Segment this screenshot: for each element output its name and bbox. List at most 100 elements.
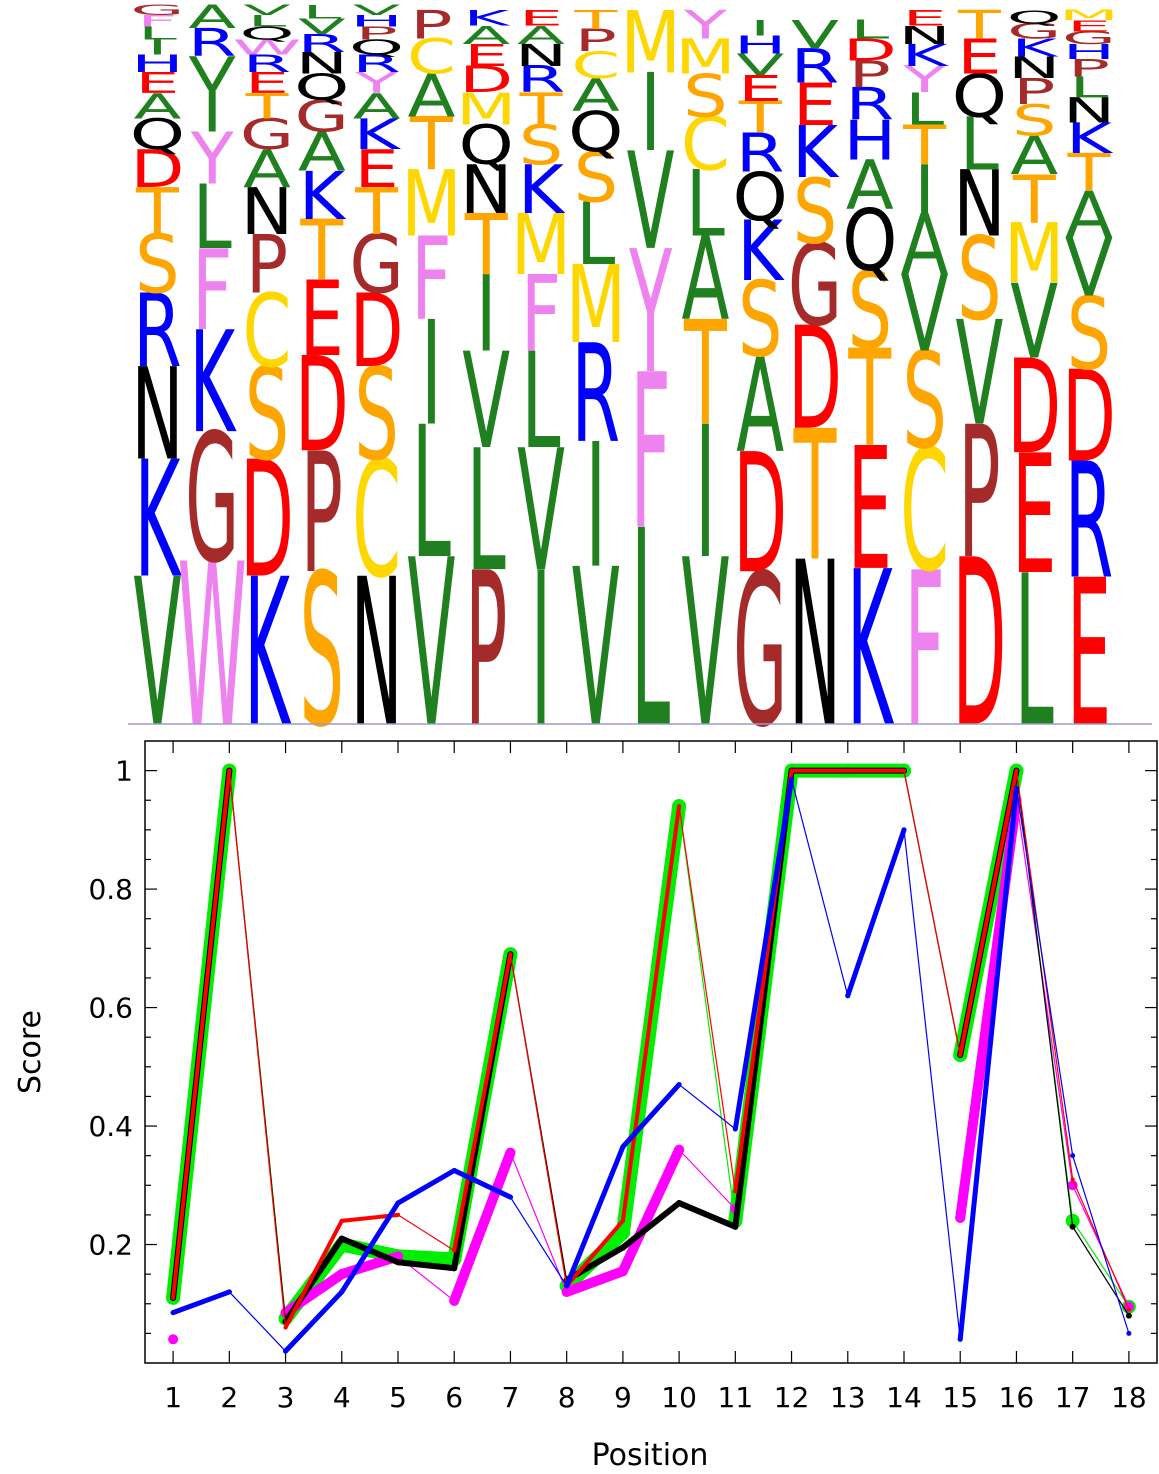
logo-letter: R [845, 79, 894, 130]
logo-letter: W [178, 517, 247, 730]
logo-letter: R [517, 59, 566, 101]
logo-letter: T [464, 197, 508, 295]
series-segment [283, 1218, 344, 1330]
logo-letter: Q [239, 23, 294, 43]
logo-letter: E [1012, 420, 1056, 611]
logo-letter: D [733, 418, 787, 611]
series-point [338, 1235, 345, 1242]
logo-letter: K [792, 110, 839, 194]
logo-letter: I [695, 388, 716, 599]
logo-letter: T [1012, 162, 1056, 239]
series-point [619, 1244, 626, 1251]
series-segment [1015, 787, 1074, 1157]
logo-letter: P [410, 3, 452, 49]
logo-letter: T [409, 102, 453, 187]
logo-letter: N [898, 21, 950, 50]
series-point [508, 952, 513, 957]
series-point [901, 827, 907, 833]
logo-letter: F [411, 214, 451, 347]
series-point [507, 1194, 513, 1200]
x-tick-label: 10 [661, 1381, 697, 1414]
series-point [1125, 1312, 1132, 1319]
logo-letter: T [354, 175, 399, 250]
logo-letter: I [421, 290, 442, 458]
logo-letter: M [456, 84, 516, 135]
logo-letter: K [1011, 34, 1059, 63]
series-point [395, 1259, 401, 1266]
logo-letter: N [241, 175, 293, 250]
series-point [615, 1225, 630, 1240]
logo-letter: D [1062, 344, 1116, 491]
logo-letter: L [686, 153, 725, 258]
series-point [339, 1218, 344, 1223]
y-tick-label: 0.4 [88, 1110, 133, 1143]
x-tick-label: 16 [999, 1381, 1035, 1414]
x-axis-title: Position [592, 1438, 709, 1473]
logo-letter: Q [349, 36, 404, 60]
logo-letter: G [349, 218, 403, 312]
logo-letter: V [1010, 262, 1058, 382]
series-segment [732, 777, 795, 1132]
series-segment [617, 1144, 685, 1277]
logo-letter: S [1012, 95, 1056, 145]
logo-letter: S [245, 342, 289, 489]
series-point [620, 1218, 625, 1223]
logo-letter: L [631, 473, 670, 730]
series-point [339, 1289, 345, 1295]
y-axis-ticks: 0.2 0.4 0.6 0.8 1 [88, 755, 1157, 1334]
logo-letter: R [736, 122, 785, 185]
logo-letter: I [585, 407, 606, 606]
logo-letter: K [299, 158, 347, 235]
series-segment [678, 1149, 736, 1210]
logo-letter: P [465, 528, 507, 730]
series-segment [903, 770, 961, 1056]
logo-letter: N [1063, 91, 1115, 131]
x-tick-label: 13 [830, 1381, 866, 1414]
series-layer [166, 763, 1136, 1354]
series-point [845, 768, 850, 773]
logo-letter: L [850, 15, 890, 44]
logo-letter: N [1008, 51, 1060, 85]
series-segment [339, 1200, 401, 1295]
series-point [336, 1269, 347, 1280]
series-point [226, 1289, 232, 1295]
logo-letter: A [1065, 178, 1113, 252]
logo-letter: I [914, 151, 935, 229]
y-axis-title: Score [13, 1010, 48, 1094]
logo-letter: K [463, 6, 512, 31]
x-tick-label: 1 [164, 1381, 182, 1414]
series-segment [1072, 1220, 1130, 1308]
logo-letter: G [295, 91, 349, 142]
series-point [732, 1223, 739, 1230]
logo-letter: K [354, 110, 402, 160]
logo-letter: S [135, 218, 179, 312]
logo-letter: C [407, 30, 456, 86]
logo-letter: V [1065, 221, 1113, 314]
logo-letter: L [138, 23, 178, 43]
series-point [957, 1336, 963, 1342]
logo-columns: VKNRSTDQAEHILFGWGKFLYIVRAKDSCPNAGTERWQLV… [130, 0, 1119, 730]
logo-letter: I [476, 254, 497, 376]
logo-letter: T [848, 322, 892, 477]
logo-letter: T [135, 175, 180, 250]
series-segment [1072, 1226, 1130, 1317]
logo-letter: S [683, 63, 727, 131]
logo-letter: V [955, 290, 1003, 458]
logo-letter: E [902, 6, 946, 31]
logo-letter: K [134, 428, 182, 615]
logo-letter: A [736, 330, 784, 482]
logo-letter: R [1065, 430, 1114, 615]
logo-letter: C [243, 274, 292, 390]
series-point [732, 1126, 738, 1132]
logo-letter: K [737, 205, 785, 301]
series-segment [790, 778, 849, 997]
logo-letter: P [355, 23, 397, 43]
series-point [395, 1200, 401, 1206]
logo-letter: V [353, 2, 402, 18]
logo-letter: V [407, 512, 455, 730]
logo-letter: G [185, 396, 239, 602]
series-point [451, 1265, 458, 1272]
